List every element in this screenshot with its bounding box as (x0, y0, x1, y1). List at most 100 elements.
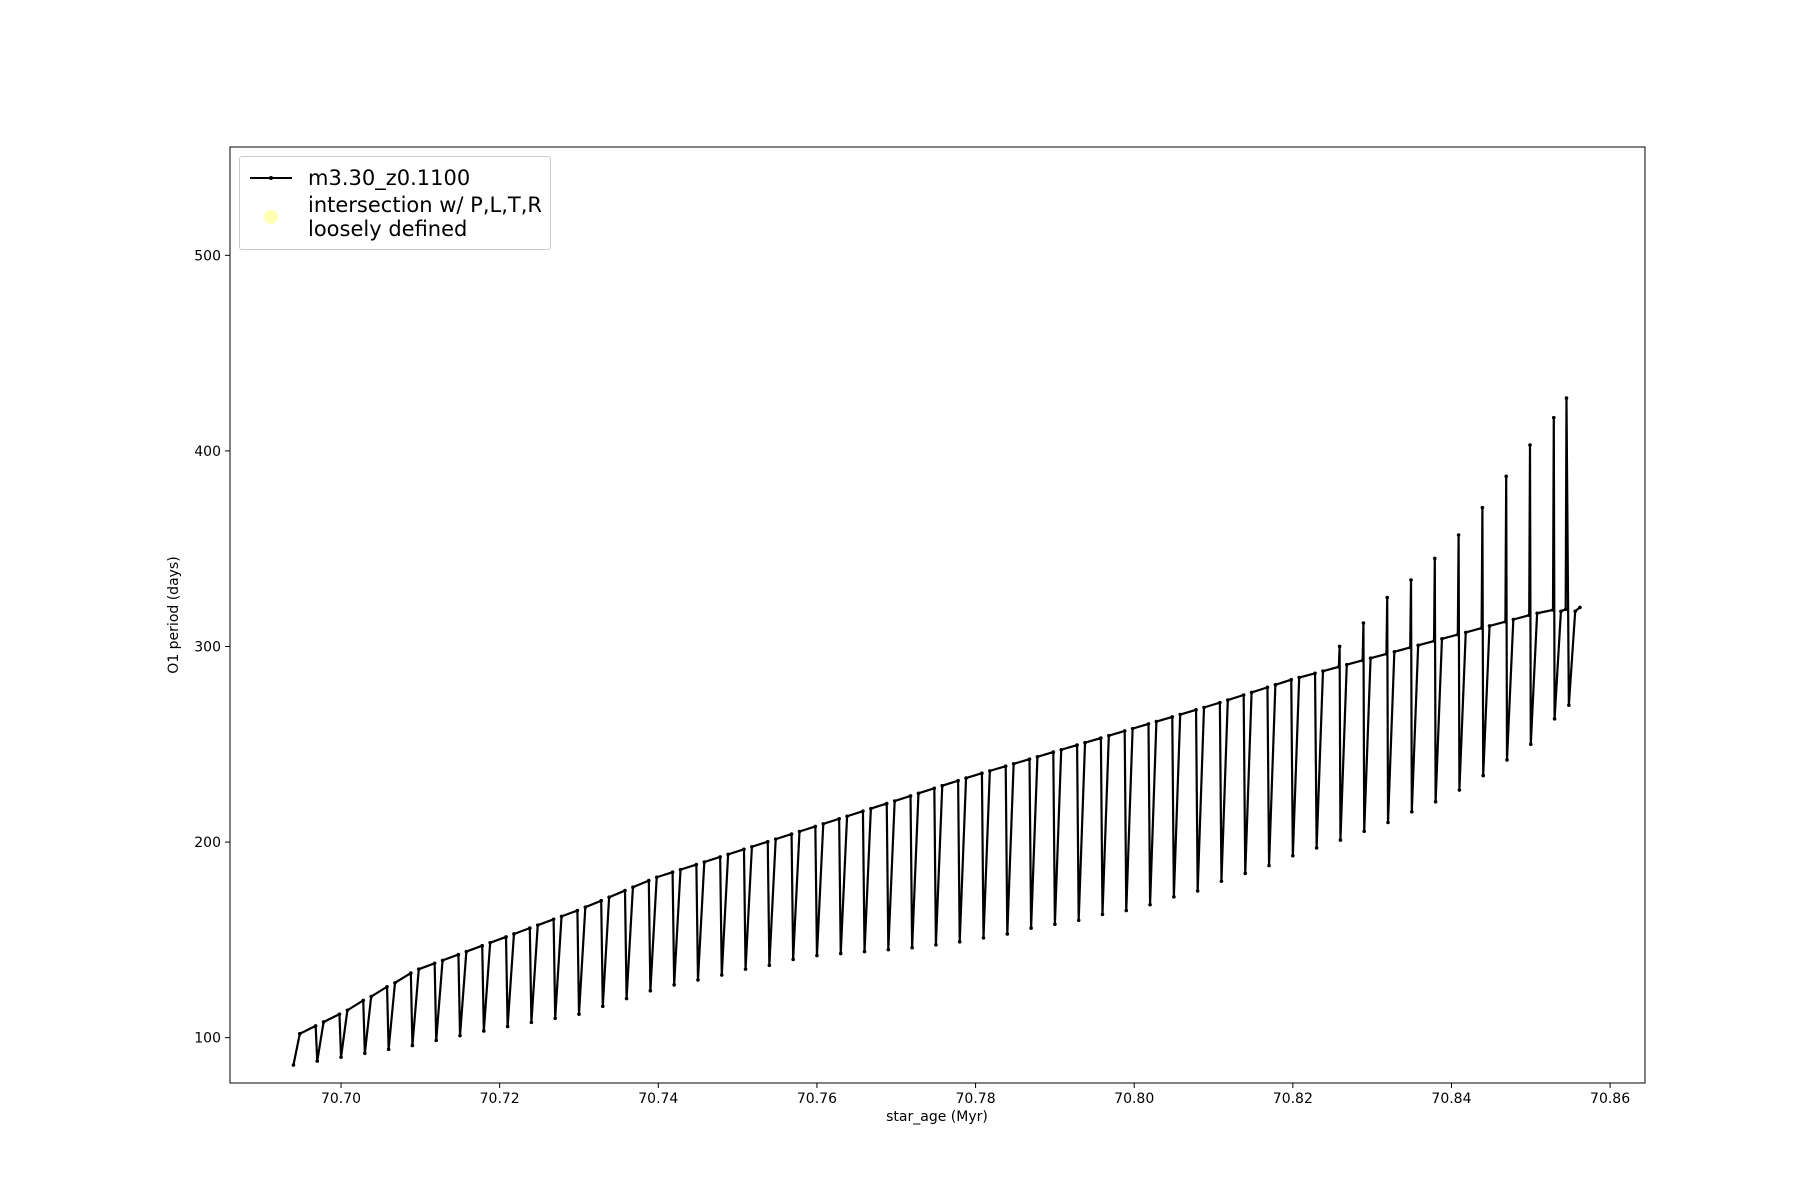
data-point (482, 1029, 486, 1033)
data-point (791, 957, 795, 962)
data-point (1195, 889, 1200, 893)
data-point (1535, 611, 1539, 616)
data-point (1130, 726, 1135, 731)
data-point (1249, 690, 1254, 695)
data-point (767, 963, 772, 968)
data-point (1225, 698, 1230, 702)
data-point (1314, 846, 1319, 850)
data-point (694, 862, 699, 867)
legend: m3.30_z0.1100 intersection w/ P,L,T,R loo… (239, 156, 551, 250)
data-point (432, 961, 437, 966)
data-point (456, 952, 461, 957)
x-axis-label: star_age (Myr) (886, 1109, 988, 1125)
data-point (718, 855, 722, 859)
data-point (1410, 809, 1414, 814)
data-point (1291, 853, 1295, 858)
data-point (726, 852, 730, 857)
data-point (932, 786, 937, 791)
data-point (369, 994, 373, 999)
data-point (1051, 750, 1056, 754)
data-point (916, 791, 921, 796)
data-point (1005, 932, 1010, 936)
data-point (583, 905, 588, 909)
data-point (1075, 743, 1079, 747)
x-tick-label: 70.86 (1590, 1091, 1630, 1107)
data-point (1552, 717, 1557, 721)
data-point (1567, 703, 1571, 707)
data-point (1527, 613, 1531, 617)
data-point (512, 932, 516, 936)
data-point (1386, 820, 1390, 825)
data-point (884, 801, 889, 806)
data-point (1241, 693, 1246, 697)
data-point (1385, 595, 1390, 600)
data-point (980, 771, 984, 776)
data-point (1433, 556, 1437, 561)
data-point (1416, 643, 1420, 648)
data-point (1337, 644, 1342, 649)
data-point (1368, 656, 1373, 661)
data-point (743, 967, 748, 971)
data-point (528, 926, 532, 930)
data-point (575, 908, 580, 913)
data-point (385, 984, 389, 989)
data-point (440, 958, 445, 963)
data-point (434, 1038, 439, 1043)
data-point (1267, 863, 1271, 868)
data-point (345, 1008, 350, 1013)
data-point (1100, 912, 1105, 917)
data-point (1154, 719, 1159, 724)
data-point (1361, 621, 1366, 625)
data-point (1511, 617, 1516, 622)
data-point (1053, 922, 1057, 926)
data-point (908, 794, 913, 798)
x-tick-label: 70.80 (1114, 1091, 1154, 1107)
data-point (464, 949, 469, 954)
data-point (957, 939, 962, 944)
data-point (1528, 742, 1533, 747)
data-point (934, 942, 938, 947)
data-point (291, 1063, 296, 1067)
legend-marker (264, 210, 278, 224)
data-point (577, 1012, 581, 1016)
data-point (1551, 608, 1555, 612)
data-point (654, 875, 659, 880)
data-point (837, 816, 841, 821)
data-point (535, 923, 540, 927)
data-point (1344, 662, 1349, 667)
data-point (623, 888, 627, 893)
data-point (1456, 533, 1461, 537)
data-point (313, 1024, 318, 1028)
data-point (553, 1016, 557, 1021)
data-point (361, 998, 366, 1003)
data-point (696, 978, 700, 982)
data-point (821, 822, 826, 826)
data-point (1573, 609, 1578, 614)
data-point (672, 983, 676, 987)
y-tick-label: 300 (194, 639, 221, 655)
data-point (838, 951, 843, 956)
data-point (1003, 764, 1008, 768)
data-point (1265, 685, 1270, 690)
data-point (599, 898, 603, 903)
data-point (670, 870, 675, 874)
data-point (1122, 729, 1127, 733)
x-tick-label: 70.70 (321, 1091, 361, 1107)
data-point (1337, 665, 1341, 669)
y-tick-label: 100 (194, 1031, 221, 1047)
legend-entry: intersection w/ P,L,T,R loosely defined (248, 193, 542, 241)
x-tick-label: 70.74 (638, 1091, 678, 1107)
data-point (337, 1012, 342, 1016)
data-point (1409, 578, 1413, 582)
data-point (315, 1059, 320, 1063)
data-point (813, 824, 818, 829)
data-point (600, 1004, 605, 1009)
x-tick-label: 70.78 (956, 1091, 996, 1107)
data-point (862, 949, 867, 954)
data-point (1194, 708, 1198, 712)
data-point (1338, 838, 1343, 842)
data-point (1011, 762, 1016, 766)
data-point (845, 814, 849, 819)
data-point (1202, 705, 1206, 710)
data-point (529, 1020, 534, 1025)
